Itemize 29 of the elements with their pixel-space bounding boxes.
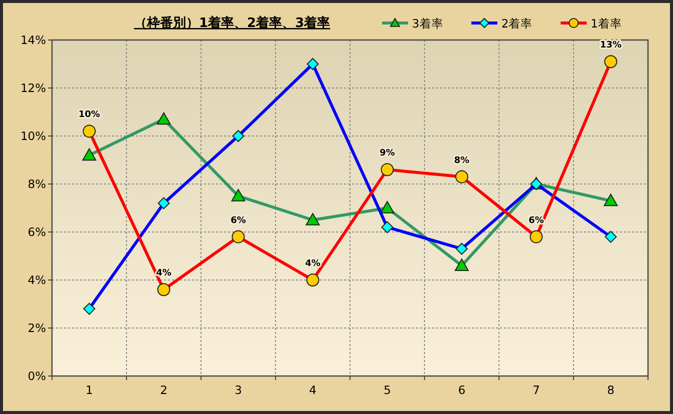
data-label: 8%: [454, 156, 470, 166]
xtick-label: 6: [458, 383, 466, 397]
xtick-label: 3: [234, 383, 242, 397]
legend-item: 3着率: [382, 16, 444, 30]
xtick-label: 2: [160, 383, 168, 397]
data-label: 13%: [600, 40, 622, 51]
xtick-label: 5: [384, 383, 391, 397]
data-label: 9%: [380, 148, 395, 159]
ytick-label: 4%: [28, 273, 46, 287]
legend-label: 2着率: [501, 16, 533, 30]
xtick-label: 1: [86, 383, 93, 397]
ytick-label: 2%: [28, 321, 46, 335]
ytick-label: 0%: [28, 369, 46, 383]
legend-item: 1着率: [560, 16, 622, 30]
ytick-label: 8%: [28, 177, 46, 191]
xtick-label: 7: [532, 383, 540, 397]
ytick-label: 10%: [20, 129, 46, 143]
data-label: 6%: [230, 216, 246, 226]
xtick-label: 4: [309, 383, 316, 397]
legend-label: 1着率: [590, 16, 622, 30]
data-label: 4%: [305, 259, 320, 269]
title: （枠番別）1着率、2着率、3着率: [134, 16, 330, 31]
ytick-label: 12%: [20, 81, 46, 95]
data-label: 10%: [78, 110, 100, 120]
legend-item: 2着率: [471, 16, 533, 30]
legend-label: 3着率: [412, 16, 444, 30]
ytick-label: 14%: [20, 33, 46, 47]
xtick-label: 8: [607, 383, 614, 397]
ytick-label: 6%: [28, 225, 46, 239]
